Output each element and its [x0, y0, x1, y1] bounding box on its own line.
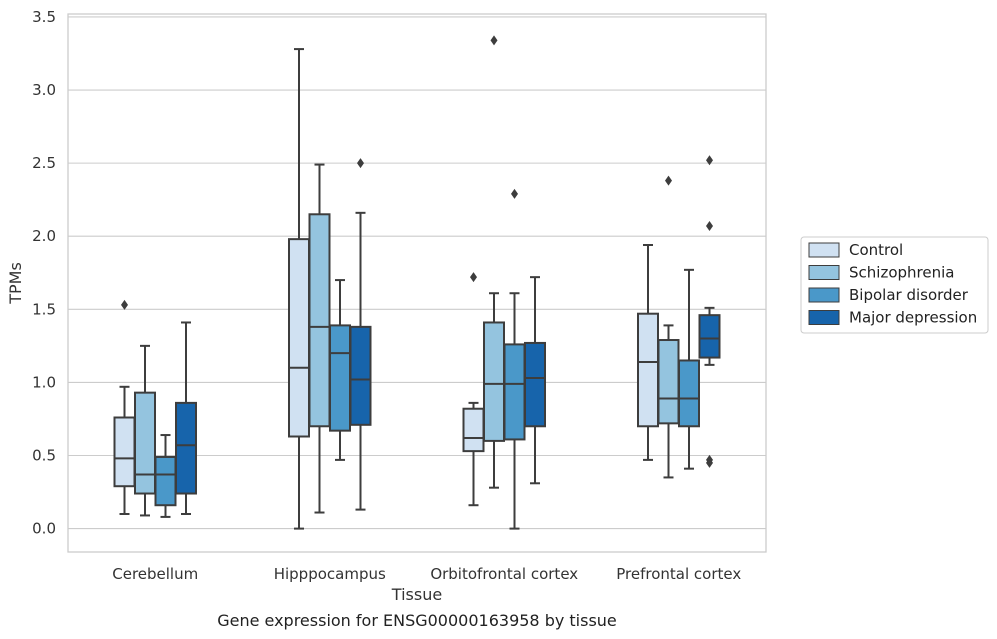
legend-entry-label: Control [849, 241, 903, 259]
y-grid-lines [68, 16, 766, 530]
y-tick-label: 3.0 [32, 81, 56, 99]
box-iqr [678, 359, 700, 428]
box-schizophrenia [134, 344, 156, 517]
chart-caption: Gene expression for ENSG00000163958 by t… [217, 611, 617, 630]
outlier-point [706, 155, 713, 166]
box-iqr [483, 321, 505, 442]
legend-entry-label: Schizophrenia [849, 264, 954, 282]
box-major-depression [524, 276, 546, 485]
legend-swatch [808, 310, 840, 325]
box-iqr [134, 391, 156, 495]
box-bipolar-disorder [678, 268, 700, 470]
y-tick-label: 1.5 [32, 300, 56, 318]
box-iqr [308, 213, 331, 428]
box-schizophrenia [483, 35, 505, 489]
box-bipolar-disorder [329, 279, 351, 461]
box-iqr [698, 314, 721, 359]
outlier-point [706, 220, 713, 231]
outlier-point [121, 299, 128, 310]
box-control [113, 299, 136, 515]
y-tick-label: 2.0 [32, 227, 56, 245]
box-bipolar-disorder [154, 434, 177, 518]
outlier-point [490, 35, 498, 46]
y-tick-label: 2.5 [32, 154, 56, 172]
box-major-depression [349, 158, 372, 511]
x-tick-label: Prefrontal cortex [616, 565, 741, 583]
box-control [637, 243, 659, 461]
y-tick-label: 1.0 [32, 373, 56, 391]
outlier-point [706, 457, 713, 468]
legend-entry-label: Major depression [849, 309, 977, 327]
box-iqr [154, 455, 177, 507]
x-axis-label: Tissue [391, 585, 442, 604]
box-schizophrenia [308, 163, 331, 514]
box-groups [113, 35, 721, 530]
box-bipolar-disorder [503, 188, 526, 530]
box-iqr [349, 325, 372, 426]
legend-entry-label: Bipolar disorder [849, 286, 969, 304]
box-iqr [113, 416, 136, 488]
y-tick-label: 0.0 [32, 520, 56, 538]
box-iqr [288, 238, 310, 438]
y-axis-label: TPMs [6, 262, 25, 305]
box-iqr [462, 407, 485, 453]
box-schizophrenia [657, 175, 680, 479]
legend-swatch [808, 287, 840, 303]
y-tick-labels: 0.0 0.5 1.0 1.5 2.0 2.5 3.0 3.5 [32, 8, 56, 538]
x-tick-label: Cerebellum [112, 565, 198, 583]
legend-swatch [808, 265, 840, 280]
outlier-point [511, 188, 518, 199]
y-tick-label: 0.5 [32, 447, 56, 465]
legend-frame [800, 236, 989, 334]
box-iqr [503, 343, 526, 441]
outlier-point [665, 175, 672, 186]
box-iqr [657, 339, 680, 425]
y-tick-label: 3.5 [32, 8, 56, 26]
plot-frame [67, 13, 767, 553]
outlier-point [470, 272, 477, 283]
legend: Control Schizophrenia Bipolar disorder Majo… [800, 236, 989, 334]
box-iqr [637, 312, 659, 428]
box-iqr [524, 341, 546, 428]
plot-area-border [67, 13, 767, 553]
x-tick-label: Hipppocampus [274, 565, 386, 583]
box-major-depression [698, 155, 721, 468]
box-control [288, 48, 310, 530]
box-control [462, 272, 485, 507]
box-iqr [329, 324, 351, 432]
box-major-depression [175, 321, 197, 515]
outlier-point [357, 158, 364, 169]
box-iqr [175, 401, 197, 495]
legend-swatch [808, 242, 840, 258]
x-tick-label: Orbitofrontal cortex [430, 565, 578, 583]
x-tick-labels: Cerebellum Hipppocampus Orbitofrontal cort… [112, 565, 741, 583]
